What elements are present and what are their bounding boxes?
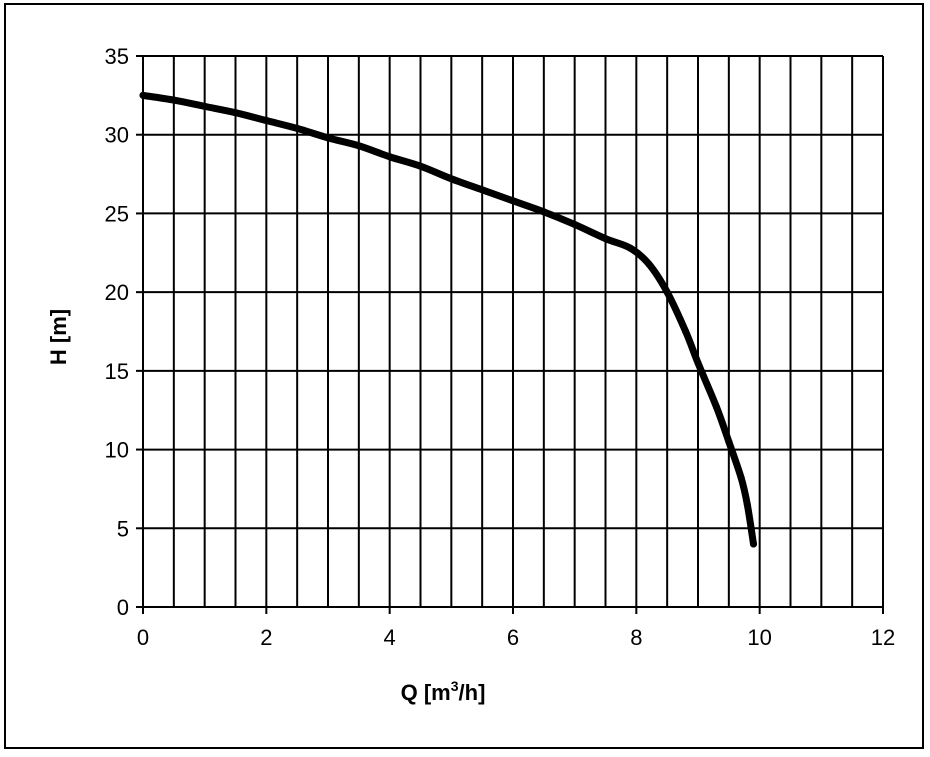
data-point — [478, 186, 486, 194]
data-point — [645, 260, 653, 268]
x-tick-label: 2 — [260, 625, 272, 650]
y-axis-label: H [m] — [46, 309, 71, 365]
data-point — [139, 91, 147, 99]
data-point — [324, 134, 332, 142]
x-axis-label: Q [m3/h] — [401, 678, 486, 705]
x-tick-label: 4 — [384, 625, 396, 650]
chart-frame: 0 5 10 15 20 25 30 35 0 2 4 6 8 10 12 Q [m3/h] H [m] — [4, 3, 924, 749]
data-point — [386, 153, 394, 161]
data-point — [626, 244, 634, 252]
data-point — [743, 501, 751, 509]
data-point — [293, 124, 301, 132]
y-tick-label: 5 — [117, 516, 129, 541]
axes — [136, 55, 884, 614]
y-tick-label: 35 — [105, 44, 129, 69]
pump-curve-chart: 0 5 10 15 20 25 30 35 0 2 4 6 8 10 12 Q [m3/h] H [m] — [46, 44, 896, 705]
x-tick-label: 0 — [137, 625, 149, 650]
y-tick-label: 10 — [105, 438, 129, 463]
x-tick-label: 12 — [871, 625, 895, 650]
data-point — [509, 197, 517, 205]
y-tick-label: 15 — [105, 359, 129, 384]
data-series — [139, 91, 757, 548]
y-tick-label: 0 — [117, 595, 129, 620]
x-tick-label: 10 — [747, 625, 771, 650]
data-point — [262, 117, 270, 125]
data-point — [750, 540, 757, 548]
data-point — [713, 403, 720, 411]
y-tick-label: 30 — [105, 123, 129, 148]
data-point — [682, 328, 690, 335]
x-tick-label: 6 — [507, 625, 519, 650]
tick-labels: 0 5 10 15 20 25 30 35 0 2 4 6 8 10 12 — [105, 44, 896, 650]
data-point — [571, 220, 579, 228]
data-point — [602, 235, 609, 243]
data-point — [170, 96, 178, 104]
data-point — [725, 438, 733, 446]
data-point — [232, 109, 239, 117]
y-tick-label: 25 — [105, 201, 129, 226]
x-tick-label: 8 — [630, 625, 642, 650]
data-point — [663, 288, 671, 296]
grid — [143, 55, 884, 607]
data-point — [540, 208, 548, 216]
data-point — [447, 175, 455, 183]
y-tick-label: 20 — [105, 280, 129, 305]
data-point — [694, 359, 702, 367]
data-point — [737, 474, 745, 482]
data-point — [417, 162, 424, 170]
data-point — [201, 102, 209, 110]
data-point — [355, 142, 363, 150]
